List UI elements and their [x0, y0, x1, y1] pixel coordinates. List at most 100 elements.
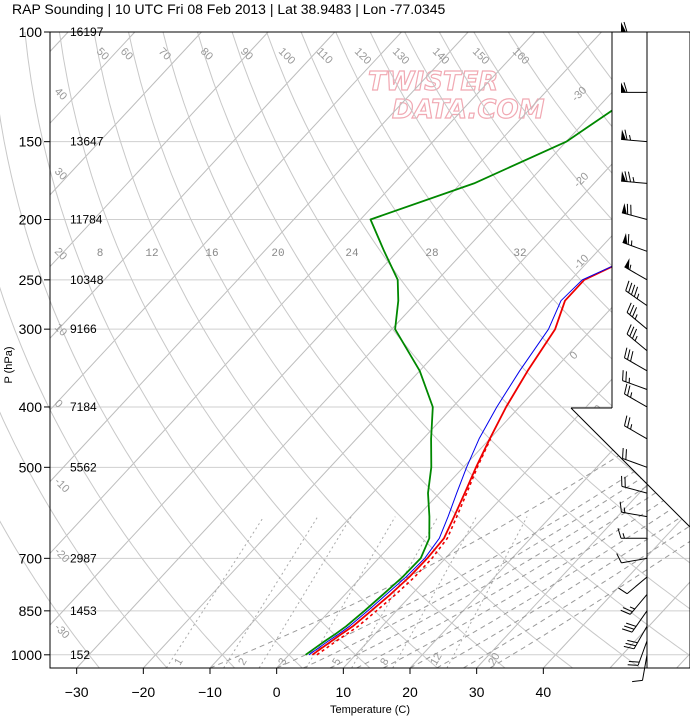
barb-feather	[622, 370, 624, 381]
series-wet-bulb-temperature	[308, 232, 690, 656]
barb-panel-mask	[571, 32, 690, 528]
barb-staff	[621, 212, 648, 220]
mixing-ratio-label: 1	[172, 656, 185, 667]
barb-feather	[626, 622, 637, 627]
barb-staff	[624, 266, 648, 281]
barb-staff	[622, 457, 648, 468]
isotherm-line	[542, 509, 690, 669]
isotherm-label-right: -20	[572, 170, 592, 190]
barb-feather	[625, 449, 627, 460]
barb-feather	[629, 326, 635, 337]
isotherm-line	[76, 31, 669, 669]
wind-barb	[616, 553, 648, 564]
barb-flag	[621, 22, 626, 32]
barb-flag	[622, 233, 628, 245]
barb-feather	[628, 282, 633, 293]
barb-staff	[631, 610, 648, 633]
watermark-line-2: DATA.COM	[392, 95, 545, 125]
height-label: 13647	[70, 135, 104, 149]
wind-barbs	[616, 21, 648, 683]
barb-feather	[619, 501, 622, 513]
y-tick-label: 200	[19, 211, 43, 227]
barb-feather	[626, 324, 632, 335]
moist-adiabat	[356, 469, 690, 669]
height-label: 11784	[70, 212, 103, 226]
wind-barb	[621, 475, 648, 494]
x-tick-label: −20	[131, 684, 155, 700]
barb-feather	[629, 304, 635, 315]
wind-barb	[622, 233, 648, 252]
barb-staff	[633, 626, 648, 650]
moist-adiabat-label: 16	[205, 248, 218, 260]
wind-barb	[621, 21, 647, 33]
x-tick-label: 30	[469, 684, 485, 700]
mixing-ratio-label: 20	[486, 651, 503, 668]
barb-half-feather	[634, 314, 638, 320]
barb-flag	[621, 82, 626, 93]
wind-barb	[627, 640, 648, 666]
barb-feather	[628, 660, 640, 663]
barb-half-feather	[634, 335, 638, 342]
barb-flag	[621, 171, 627, 182]
y-tick-label: 300	[19, 321, 43, 337]
dry-adiabat	[197, 31, 690, 657]
barb-half-feather	[629, 264, 632, 270]
height-label: 16197	[70, 25, 104, 39]
barb-panel-edge	[570, 407, 690, 528]
height-label: 2987	[70, 551, 97, 565]
isotherm-line	[142, 79, 690, 669]
barb-staff	[625, 290, 648, 307]
barb-half-feather	[623, 507, 626, 513]
barb-feather	[632, 679, 643, 683]
isotherm-label-left: 40	[52, 86, 69, 103]
moist-adiabat	[463, 525, 690, 669]
moist-adiabat-label: 12	[145, 248, 158, 260]
height-label: 5562	[70, 460, 97, 474]
wind-barb	[625, 280, 648, 307]
barb-flag	[624, 258, 630, 270]
barb-staff	[624, 357, 648, 372]
isotherm-label-right: 0	[568, 349, 581, 362]
barb-half-feather	[630, 392, 633, 398]
dry-adiabat	[0, 520, 100, 669]
wind-barb	[619, 501, 648, 518]
barb-flag	[621, 129, 627, 140]
barb-feather	[626, 302, 632, 313]
barb-feather	[624, 625, 635, 630]
wind-barb	[620, 594, 648, 615]
barb-feather	[627, 385, 631, 396]
dry-adiabat	[231, 31, 690, 610]
barb-staff	[641, 654, 648, 681]
dry-adiabat	[58, 31, 438, 669]
profile-lines	[305, 64, 690, 656]
wind-barb	[623, 383, 648, 408]
isotherm-label-top: 130	[390, 46, 411, 67]
barb-staff	[637, 640, 648, 666]
isotherm-label-right: -30	[570, 84, 590, 104]
barb-feather	[623, 645, 635, 650]
isotherm-line	[49, 31, 602, 626]
moist-adiabat	[276, 434, 690, 669]
isotherm-line	[676, 653, 690, 669]
moist-adiabat	[409, 496, 690, 669]
height-label: 1453	[70, 604, 97, 618]
isotherm-label-left: 0	[52, 398, 65, 411]
wind-barb	[618, 576, 648, 595]
barb-half-feather	[636, 293, 640, 299]
isotherm-line	[49, 31, 69, 52]
barb-feather	[625, 280, 630, 291]
barb-feather	[625, 642, 636, 647]
barb-half-feather	[629, 606, 635, 610]
isotherm-label-right: -10	[572, 252, 592, 272]
dry-adiabat	[266, 31, 690, 564]
plot-frame	[49, 31, 690, 669]
dry-adiabat	[369, 31, 690, 430]
wind-barb	[623, 415, 648, 440]
barb-feather	[624, 171, 628, 182]
wind-barb	[622, 610, 648, 633]
mixing-ratio-label: 12	[428, 651, 445, 668]
y-tick-label: 250	[19, 272, 43, 288]
wind-barb	[623, 626, 648, 650]
barb-flag	[621, 203, 627, 215]
